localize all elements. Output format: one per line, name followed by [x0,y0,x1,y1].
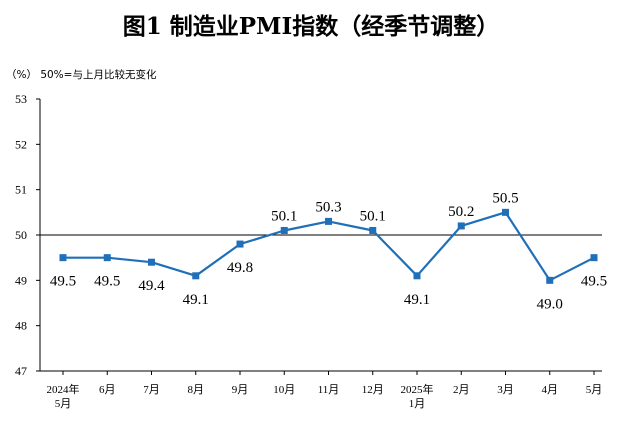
data-point-marker [148,258,155,266]
data-label: 49.1 [404,292,430,308]
unit-note: （%） 50%=与上月比较无变化 [6,68,157,81]
x-tick-label: 2025年 [401,382,434,396]
data-point-marker [457,222,465,230]
data-label: 50.1 [271,208,297,224]
data-point-marker [325,217,332,225]
x-tick-label: 6月 [99,384,116,396]
y-tick-label: 51 [15,183,27,197]
data-label: 50.5 [492,190,518,206]
y-tick-label: 47 [15,364,27,378]
data-point-marker [546,276,554,284]
chart-title: 图1 制造业PMI指数（经季节调整） [123,13,500,40]
x-tick-label: 5月 [586,384,603,396]
x-tick-label: 8月 [188,384,205,396]
data-point-marker [280,226,288,234]
pmi-series [59,208,598,284]
data-label: 49.5 [50,274,76,290]
data-point-marker [590,254,598,262]
y-tick-label: 49 [15,273,27,287]
data-label: 49.8 [227,260,253,276]
data-point-marker [103,254,111,262]
y-tick-label: 48 [15,319,27,333]
data-point-marker [502,208,509,216]
x-tick-label: 3月 [497,384,514,396]
y-tick-label: 52 [15,137,27,151]
data-label: 50.3 [315,199,341,215]
x-tick-label: 12月 [362,384,384,396]
data-label: 49.4 [138,278,165,294]
data-label: 50.2 [448,204,474,220]
y-tick-label: 50 [15,228,27,242]
x-tick-label: 10月 [273,384,295,396]
y-axis-ticks: 47 48 49 50 51 52 53 [15,92,40,378]
data-label: 49.5 [581,274,607,290]
data-point-marker [192,272,200,280]
x-tick-label: 4月 [542,384,559,396]
data-label: 49.1 [183,292,209,308]
data-labels: 49.5 49.5 49.4 49.1 49.8 50.1 50.3 50.1 49.1 50.2… [50,190,607,312]
x-axis-ticks: 2024年 5月 6月 7月 8月 9月 10月 11月 12月 2025年 1月 2月 3月 4月 5月 [47,371,603,410]
data-point-marker [59,254,67,262]
x-tick-label: 9月 [232,384,249,396]
x-tick-label: 2024年 [47,382,80,396]
data-point-marker [413,272,421,280]
data-label: 49.0 [537,296,563,312]
data-point-marker [236,240,244,248]
x-tick-label: 2月 [453,384,470,396]
data-label: 50.1 [360,208,386,224]
x-tick-label: 1月 [409,398,426,410]
data-label: 49.5 [94,274,120,290]
x-tick-label: 11月 [318,384,340,396]
x-tick-label: 7月 [143,384,160,396]
chart-axes [39,99,602,372]
x-tick-label: 5月 [55,398,72,410]
y-tick-label: 53 [15,92,27,106]
data-point-marker [369,226,377,234]
